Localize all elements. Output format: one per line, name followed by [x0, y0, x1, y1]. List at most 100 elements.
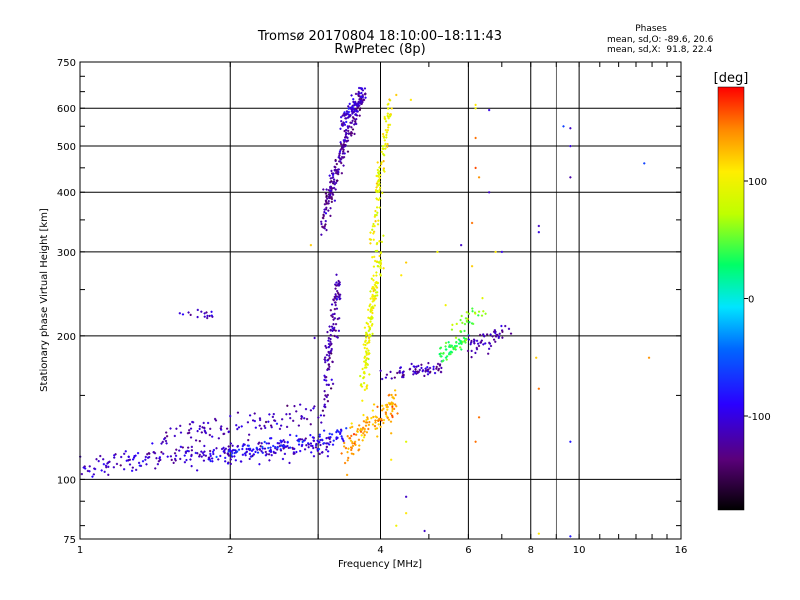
- data-point: [375, 274, 378, 277]
- data-point: [196, 430, 199, 433]
- data-point: [465, 337, 468, 341]
- data-point: [364, 421, 367, 424]
- data-point: [484, 342, 487, 345]
- data-point: [186, 449, 189, 453]
- data-point: [424, 369, 427, 372]
- data-point: [119, 464, 122, 467]
- data-point: [224, 460, 227, 463]
- data-point: [198, 425, 202, 428]
- data-point: [258, 418, 262, 422]
- data-point: [202, 453, 205, 457]
- data-point: [248, 457, 251, 461]
- data-point: [329, 193, 332, 196]
- data-point: [494, 330, 497, 333]
- data-point: [315, 442, 318, 446]
- data-point: [322, 214, 325, 217]
- data-point: [86, 469, 89, 473]
- data-point: [470, 265, 474, 268]
- data-point: [300, 415, 304, 418]
- data-point: [156, 463, 159, 466]
- data-point: [343, 145, 346, 148]
- data-point: [363, 366, 367, 369]
- data-point: [344, 113, 348, 116]
- data-point: [210, 310, 213, 313]
- data-point: [282, 439, 285, 442]
- data-point: [388, 393, 391, 396]
- data-point: [343, 143, 346, 147]
- data-point: [203, 444, 206, 448]
- data-point: [370, 306, 373, 309]
- data-point: [569, 535, 572, 538]
- data-point: [384, 403, 387, 407]
- data-point: [384, 411, 387, 414]
- data-point: [445, 348, 448, 351]
- data-point: [358, 98, 361, 101]
- data-point: [183, 454, 186, 457]
- data-point: [387, 107, 390, 110]
- data-point: [339, 293, 342, 296]
- stats-x-mode: mean, sd,X: 91.8, 22.4: [607, 45, 713, 55]
- data-point: [335, 181, 338, 184]
- data-point: [363, 93, 367, 96]
- data-point: [363, 346, 366, 350]
- data-point: [347, 129, 350, 132]
- data-point: [241, 447, 244, 451]
- data-point: [325, 445, 329, 449]
- data-point: [331, 327, 334, 330]
- data-point: [392, 397, 396, 400]
- data-point: [258, 463, 261, 466]
- data-point: [207, 421, 210, 425]
- data-point: [115, 462, 119, 466]
- data-point: [360, 87, 363, 90]
- data-point: [439, 352, 442, 355]
- data-point: [203, 426, 206, 429]
- data-point: [227, 445, 230, 448]
- data-point: [360, 434, 363, 437]
- data-point: [317, 416, 320, 419]
- data-point: [236, 411, 240, 414]
- data-point: [362, 382, 366, 385]
- data-point: [460, 348, 463, 351]
- data-point: [175, 448, 178, 451]
- data-point: [321, 216, 325, 219]
- data-point: [226, 462, 230, 465]
- data-point: [362, 426, 365, 429]
- data-point: [254, 426, 257, 429]
- data-point: [428, 366, 432, 370]
- data-point: [330, 325, 334, 328]
- data-point: [237, 448, 241, 451]
- data-point: [343, 461, 347, 465]
- data-point: [286, 444, 289, 448]
- data-point: [372, 289, 375, 293]
- data-point: [282, 447, 285, 450]
- data-point: [324, 405, 327, 409]
- data-point: [378, 183, 381, 186]
- data-point: [347, 447, 350, 450]
- data-point: [108, 460, 111, 463]
- data-point: [412, 373, 415, 376]
- data-point: [376, 184, 380, 187]
- data-point: [187, 446, 190, 449]
- data-point: [209, 454, 212, 458]
- data-point: [326, 197, 329, 200]
- data-point: [337, 173, 340, 176]
- data-point: [205, 311, 208, 314]
- data-point: [337, 284, 340, 287]
- data-point: [231, 444, 234, 447]
- data-point: [340, 147, 343, 150]
- data-point: [482, 310, 485, 313]
- data-point: [204, 431, 208, 435]
- data-point: [351, 105, 354, 108]
- data-point: [365, 421, 369, 424]
- data-point: [350, 131, 353, 134]
- data-point: [484, 312, 487, 315]
- data-point: [390, 393, 393, 397]
- data-point: [369, 318, 373, 321]
- data-point: [339, 431, 342, 434]
- data-point: [279, 449, 283, 452]
- data-point: [436, 362, 440, 366]
- data-point: [501, 336, 504, 339]
- data-point: [324, 358, 327, 362]
- data-point: [324, 376, 327, 379]
- data-point: [352, 107, 355, 110]
